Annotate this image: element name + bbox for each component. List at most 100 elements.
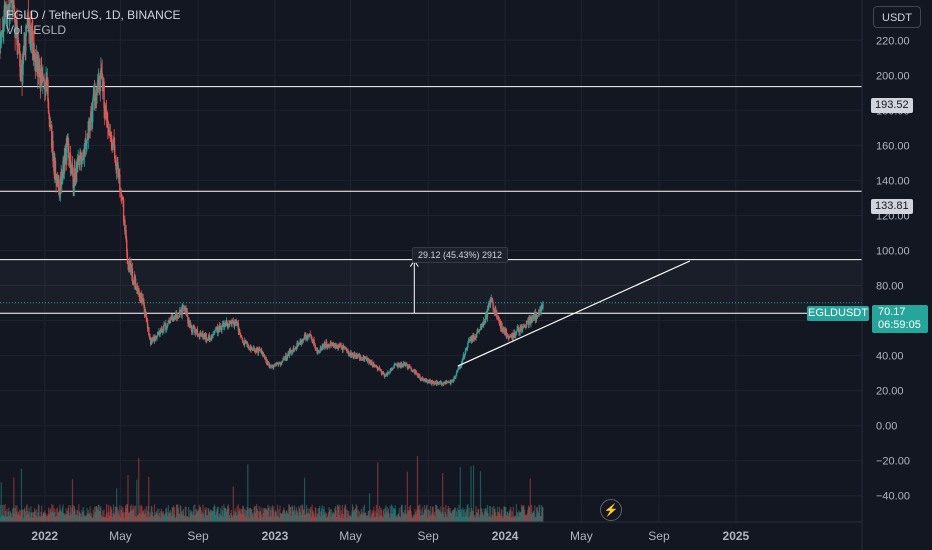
volume-bar xyxy=(68,505,70,522)
candle-body xyxy=(219,329,221,331)
candle-body xyxy=(518,331,521,333)
volume-bar xyxy=(324,511,326,522)
candle-body xyxy=(382,372,385,375)
candle-body xyxy=(148,335,151,338)
candle-body xyxy=(262,354,265,357)
volume-bar xyxy=(140,504,142,522)
lightning-icon[interactable]: ⚡ xyxy=(600,499,622,521)
volume-bar xyxy=(150,514,152,522)
volume-bars xyxy=(0,456,544,522)
volume-bar xyxy=(180,506,182,522)
volume-bar xyxy=(131,510,133,522)
candle-body xyxy=(165,328,168,330)
volume-bar xyxy=(117,512,119,522)
volume-bar xyxy=(176,504,178,522)
volume-bar xyxy=(86,507,88,522)
candle-body xyxy=(416,373,418,375)
volume-bar xyxy=(3,516,6,522)
candle-body xyxy=(418,374,420,378)
candle-body xyxy=(302,339,305,342)
volume-bar xyxy=(165,507,168,522)
volume-bar xyxy=(420,510,422,522)
candle-body xyxy=(85,140,87,147)
chart-grid xyxy=(0,0,862,522)
volume-bar xyxy=(424,509,426,522)
volume-bar xyxy=(23,509,25,522)
volume-bar xyxy=(41,505,43,522)
volume-bar xyxy=(222,516,224,522)
candle-body xyxy=(513,337,515,339)
volume-bar xyxy=(37,504,40,522)
volume-bar xyxy=(56,507,58,522)
volume-bar xyxy=(64,515,66,522)
volume-bar xyxy=(290,516,292,522)
volume-bar xyxy=(508,510,511,522)
candle-body xyxy=(389,369,392,373)
volume-bar xyxy=(520,511,522,522)
volume-bar xyxy=(198,509,200,522)
candle-body xyxy=(179,309,181,317)
volume-bar xyxy=(4,504,6,522)
candle-body xyxy=(537,315,539,317)
volume-bar xyxy=(360,508,362,522)
volume-bar xyxy=(459,466,461,522)
volume-bar xyxy=(185,506,187,522)
candle-body xyxy=(420,379,422,381)
volume-bar xyxy=(151,506,153,522)
volume-bar xyxy=(406,513,408,522)
volume-bar xyxy=(428,509,430,522)
volume-bar xyxy=(186,516,188,522)
candle-body xyxy=(211,335,214,338)
volume-bar xyxy=(323,506,325,522)
volume-bar xyxy=(70,505,72,522)
volume-bar xyxy=(360,514,362,522)
candle-body xyxy=(161,329,164,333)
volume-bar xyxy=(376,513,378,522)
volume-bar xyxy=(320,511,322,522)
volume-bar xyxy=(413,515,415,522)
candle-body xyxy=(275,363,277,366)
volume-bar xyxy=(270,515,272,522)
candle-body xyxy=(491,298,494,302)
volume-bar xyxy=(165,508,167,522)
candle-body xyxy=(232,321,235,324)
volume-bar xyxy=(260,507,262,522)
volume-bar xyxy=(507,511,509,522)
volume-bar xyxy=(21,508,23,522)
candle-body xyxy=(223,322,225,328)
candle-body xyxy=(461,360,463,364)
volume-bar xyxy=(501,509,503,522)
volume-bar xyxy=(2,515,4,522)
y-tick-label: 0.00 xyxy=(876,421,897,433)
volume-bar xyxy=(329,509,332,522)
volume-bar xyxy=(501,517,504,522)
volume-bar xyxy=(392,507,395,522)
candle-body xyxy=(313,343,316,346)
volume-bar xyxy=(154,514,156,522)
candle-body xyxy=(169,318,171,323)
candle-body xyxy=(166,326,168,329)
volume-bar xyxy=(103,509,105,522)
volume-bar xyxy=(266,508,268,522)
candle-body xyxy=(143,305,146,315)
candle-body xyxy=(515,331,518,335)
candle-body xyxy=(144,311,147,314)
candle-body xyxy=(303,334,306,340)
volume-legend: Vol · EGLD xyxy=(6,23,67,37)
volume-bar xyxy=(396,515,398,522)
volume-bar xyxy=(521,506,523,522)
currency-unit-button[interactable]: USDT xyxy=(873,6,921,28)
volume-bar xyxy=(37,512,39,522)
volume-bar xyxy=(413,514,415,522)
volume-bar xyxy=(283,507,285,522)
volume-bar xyxy=(437,509,439,522)
volume-bar xyxy=(184,506,186,522)
volume-bar xyxy=(527,509,529,522)
volume-bar xyxy=(221,506,223,522)
candle-body xyxy=(308,336,310,338)
volume-bar xyxy=(249,507,251,522)
candle-body xyxy=(15,21,17,38)
candle-body xyxy=(4,4,6,15)
volume-bar xyxy=(79,512,81,522)
